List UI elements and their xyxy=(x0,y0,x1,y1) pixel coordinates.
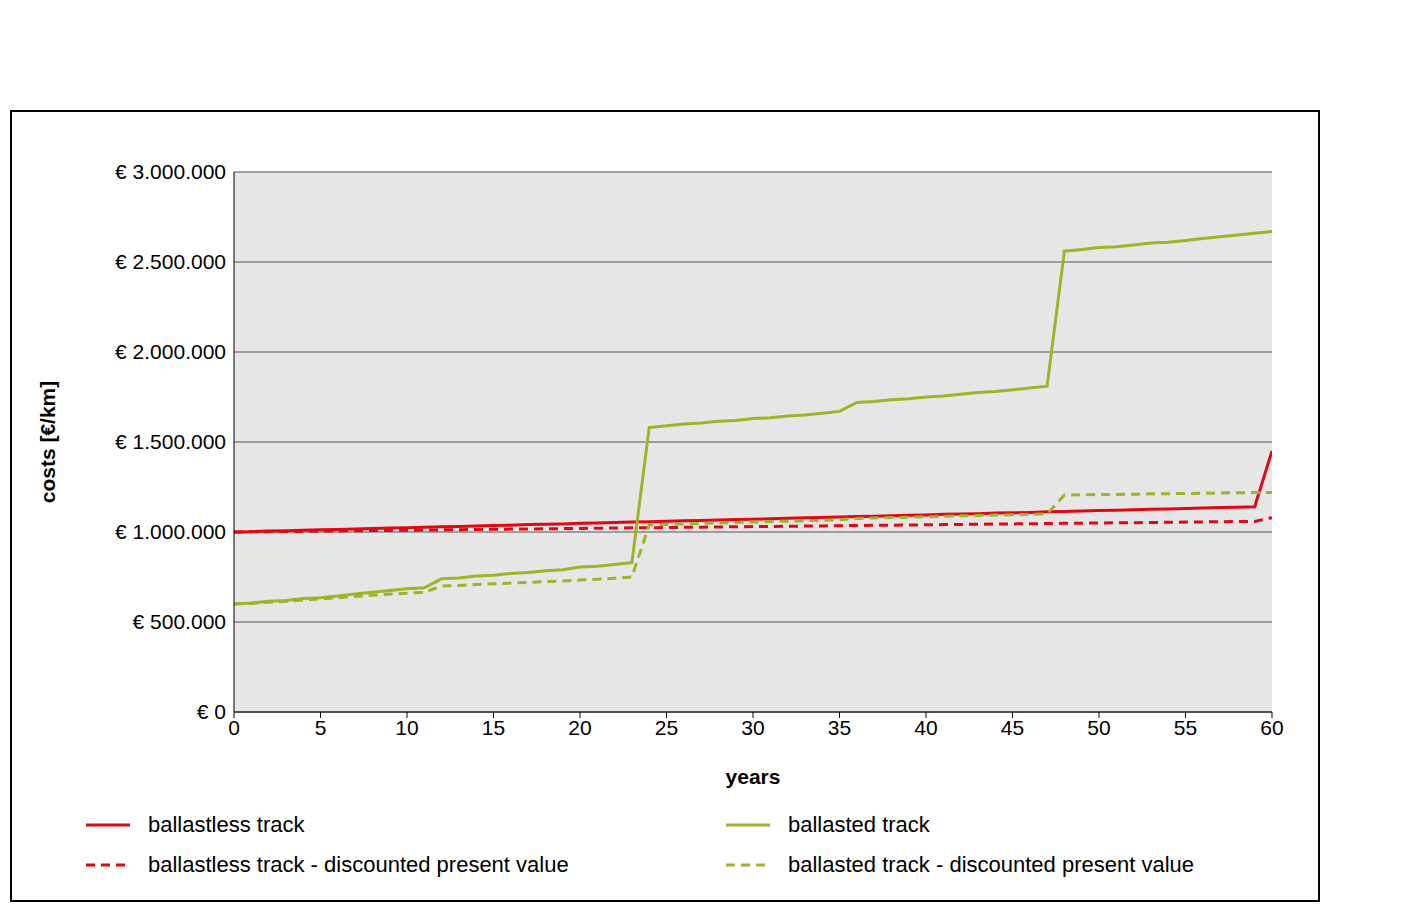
html-text:ballastless track: ballastless track xyxy=(148,812,305,837)
svg-text:25: 25 xyxy=(655,716,678,739)
svg-text:€ 500.000: € 500.000 xyxy=(133,610,226,633)
svg-text:55: 55 xyxy=(1174,716,1197,739)
svg-text:costs [€/km]: costs [€/km] xyxy=(36,381,59,504)
svg-text:0: 0 xyxy=(228,716,240,739)
html-text:ballasted track - discounted p: ballasted track - discounted present val… xyxy=(788,852,1194,877)
svg-text:years: years xyxy=(726,765,781,788)
html-text:ballastless track - discounted: ballastless track - discounted present v… xyxy=(148,852,569,877)
svg-text:5: 5 xyxy=(315,716,327,739)
svg-text:15: 15 xyxy=(482,716,505,739)
svg-text:€ 0: € 0 xyxy=(197,700,226,723)
svg-text:€ 3.000.000: € 3.000.000 xyxy=(115,160,226,183)
svg-text:€ 2.500.000: € 2.500.000 xyxy=(115,250,226,273)
svg-text:20: 20 xyxy=(568,716,591,739)
svg-text:€ 2.000.000: € 2.000.000 xyxy=(115,340,226,363)
svg-text:40: 40 xyxy=(914,716,937,739)
svg-text:€ 1.000.000: € 1.000.000 xyxy=(115,520,226,543)
html-text:ballasted track: ballasted track xyxy=(788,812,930,837)
svg-text:50: 50 xyxy=(1087,716,1110,739)
svg-text:35: 35 xyxy=(828,716,851,739)
svg-text:10: 10 xyxy=(395,716,418,739)
svg-text:45: 45 xyxy=(1001,716,1024,739)
svg-text:30: 30 xyxy=(741,716,764,739)
svg-text:€ 1.500.000: € 1.500.000 xyxy=(115,430,226,453)
svg-text:60: 60 xyxy=(1260,716,1283,739)
